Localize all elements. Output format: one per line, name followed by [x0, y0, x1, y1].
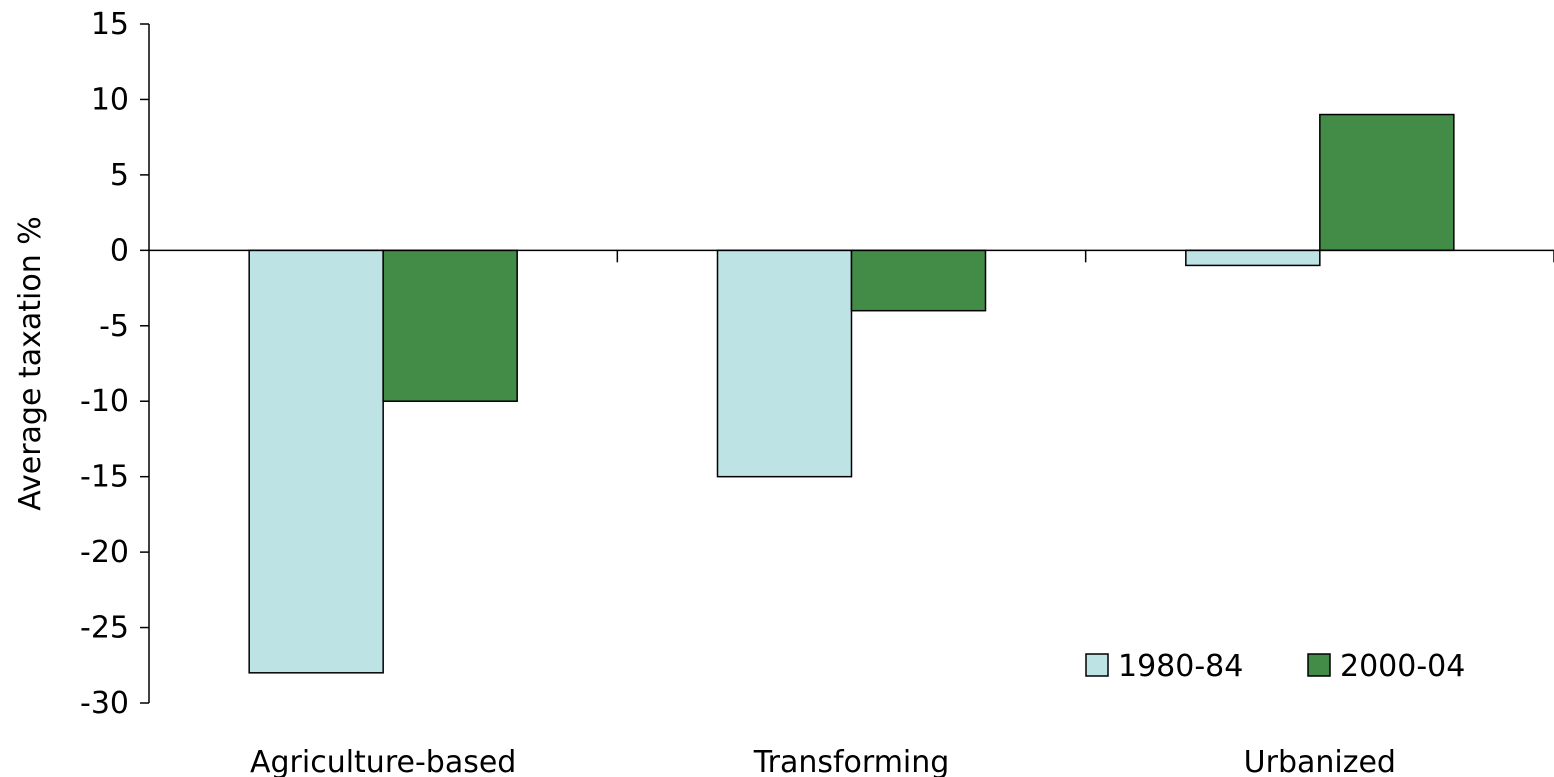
bar-2000-04-Transforming [850, 249, 987, 312]
y-axis: 15 10 5 0 -5 -10 -15 -20 -25 -30 [80, 7, 150, 721]
category-label: Agriculture-based [250, 745, 516, 777]
legend-swatch-2000-04 [1307, 653, 1331, 677]
category-labels: Agriculture-based Transforming Urbanized [250, 745, 1396, 777]
y-tick-label: -5 [99, 309, 129, 344]
y-tick-label: -20 [80, 535, 129, 570]
y-tick-label: 0 [110, 233, 129, 268]
y-tick-label: -30 [80, 686, 129, 721]
y-tick-label: -15 [80, 460, 129, 495]
y-tick-label: 15 [91, 7, 129, 42]
legend-label: 1980-84 [1118, 649, 1243, 684]
category-label: Urbanized [1244, 745, 1396, 777]
bar-1980-84-Agriculture-based [248, 249, 384, 674]
x-axis-zero-line [149, 249, 1554, 263]
bars [248, 113, 1455, 674]
legend-swatch-1980-84 [1085, 653, 1109, 677]
y-tick-label: -10 [80, 384, 129, 419]
bar-1980-84-Urbanized [1185, 249, 1321, 267]
bar-2000-04-Urbanized [1319, 113, 1455, 252]
y-axis-title: Average taxation % [13, 216, 48, 511]
y-tick-label: 5 [110, 158, 129, 193]
category-label: Transforming [753, 745, 950, 777]
legend: 1980-84 2000-04 [1085, 649, 1465, 684]
legend-label: 2000-04 [1340, 649, 1465, 684]
bar-2000-04-Agriculture-based [382, 249, 518, 402]
bar-1980-84-Transforming [716, 249, 853, 478]
y-tick-label: 10 [91, 82, 129, 117]
y-tick-label: -25 [80, 611, 129, 646]
